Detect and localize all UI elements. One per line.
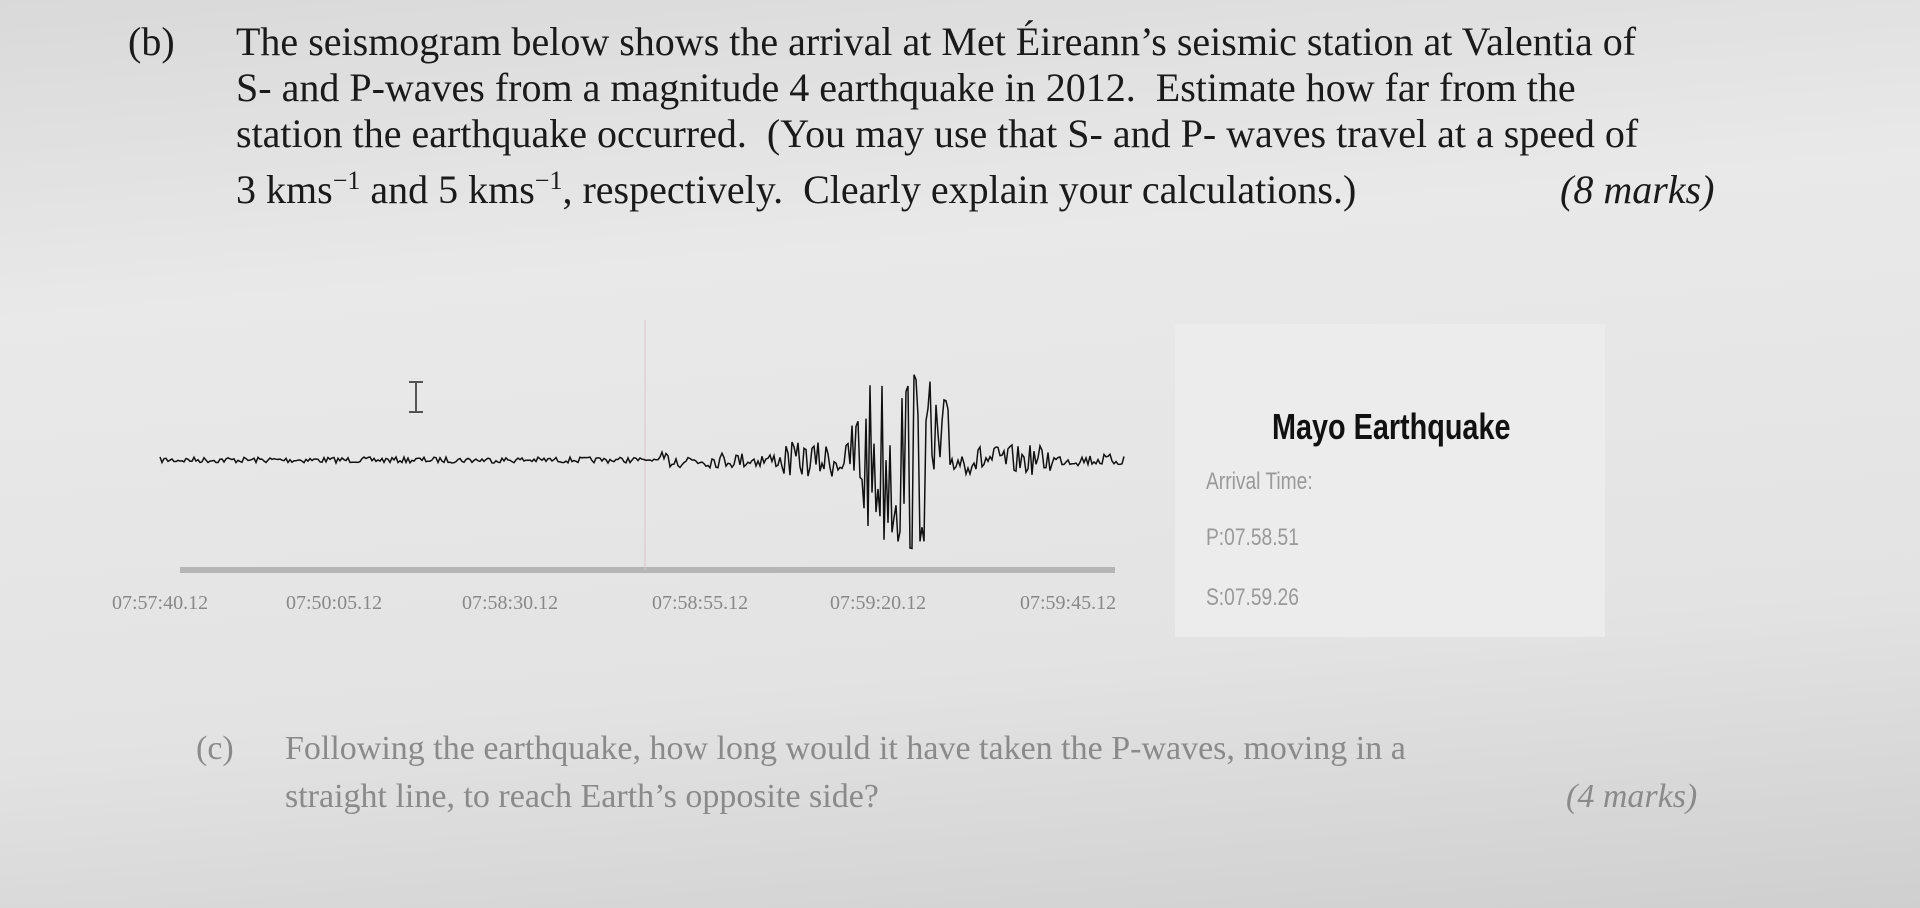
superscript: −1 [534, 166, 563, 195]
question-line: S- and P-waves from a magnitude 4 earthq… [236, 65, 1576, 110]
time-label: 07:50:05.12 [286, 592, 383, 614]
time-label: 07:58:55.12 [652, 592, 749, 614]
question-line: 3 kms−1 and 5 kms−1, respectively. Clear… [236, 166, 1356, 213]
info-panel [1175, 324, 1605, 637]
time-label: 07:57:40.12 [112, 592, 209, 614]
part-label: (b) [128, 19, 175, 64]
question-line: The seismogram below shows the arrival a… [236, 19, 1637, 64]
figure-title: Mayo Earthquake [1272, 406, 1511, 447]
arrival-label: Arrival Time: [1206, 468, 1313, 495]
superscript: −1 [332, 166, 361, 195]
marks: (8 marks) [1560, 167, 1715, 212]
seismogram [159, 320, 1125, 573]
text: 3 kms [236, 167, 333, 212]
text: and 5 kms [360, 167, 535, 212]
cursor-icon [409, 381, 423, 413]
s-time: S:07.59.26 [1206, 584, 1299, 611]
text: , respectively. Clearly explain your cal… [562, 167, 1357, 212]
time-label: 07:59:20.12 [830, 592, 927, 614]
p-time: P:07.58.51 [1206, 524, 1299, 551]
question-line: Following the earthquake, how long would… [285, 730, 1406, 767]
part-label: (c) [196, 730, 234, 767]
waveform [159, 374, 1125, 550]
question-line: station the earthquake occurred. (You ma… [236, 111, 1639, 156]
time-label: 07:58:30.12 [462, 592, 559, 614]
marks: (4 marks) [1566, 778, 1698, 815]
time-label: 07:59:45.12 [1020, 592, 1117, 614]
question-line: straight line, to reach Earth’s opposite… [285, 778, 879, 815]
